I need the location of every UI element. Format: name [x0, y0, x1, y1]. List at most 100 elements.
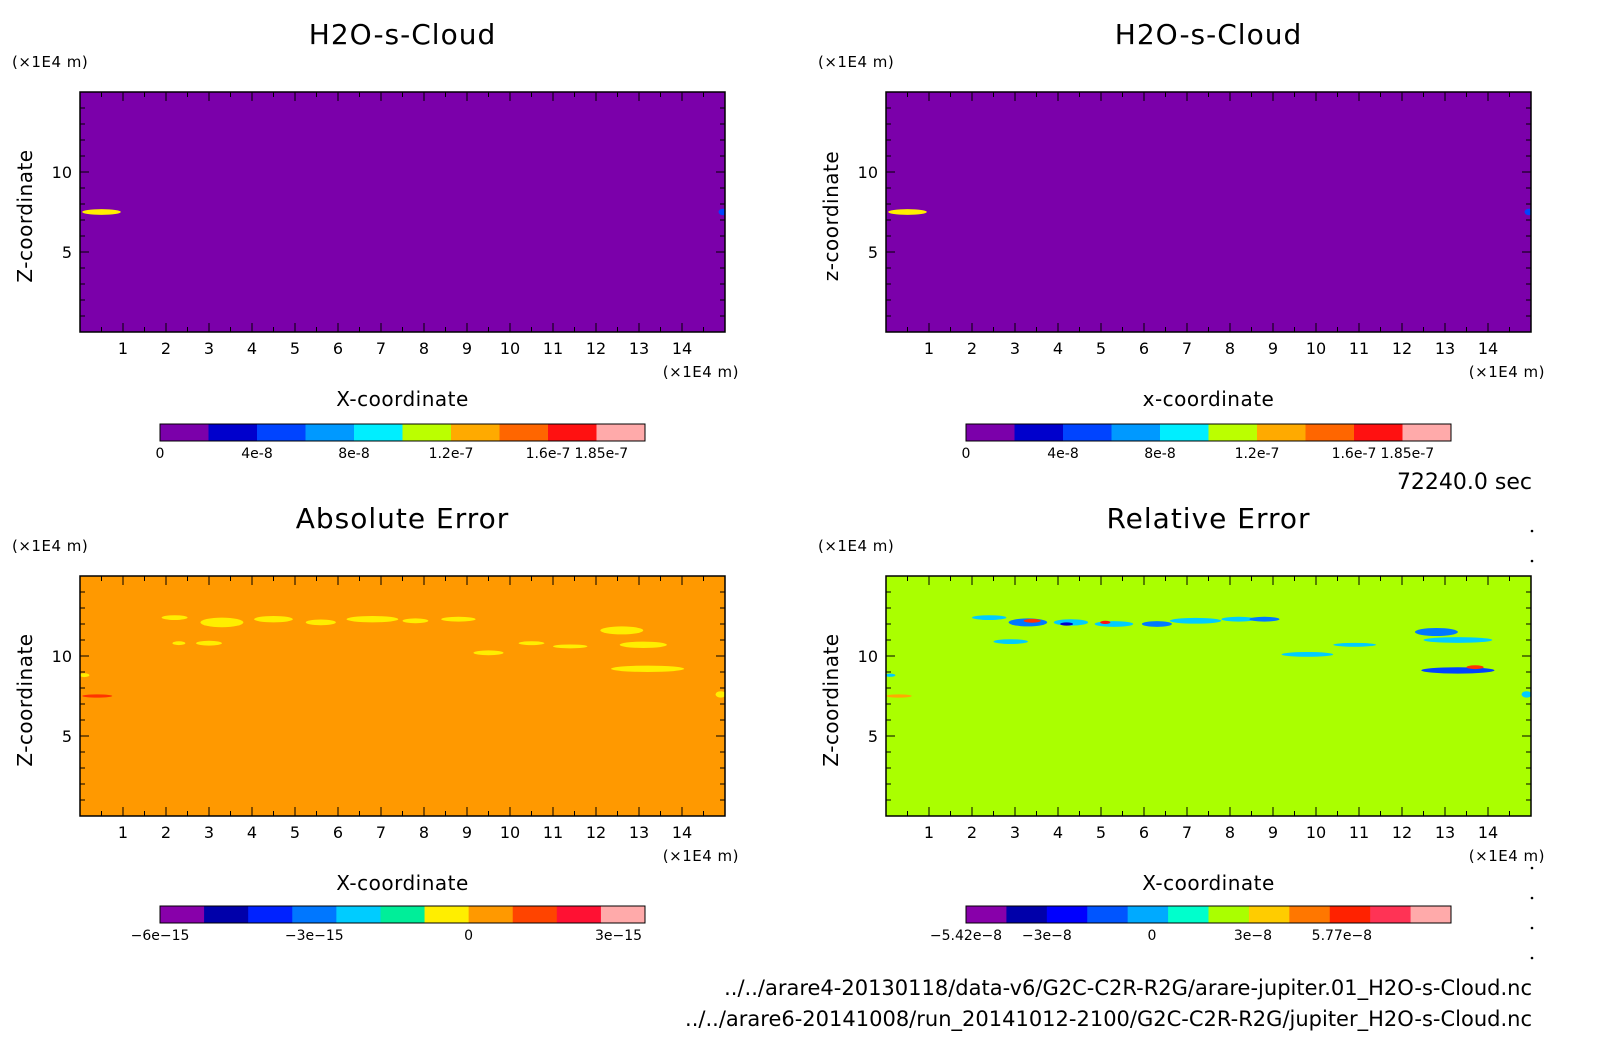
field-features — [888, 208, 1531, 216]
colorbar-segment — [248, 906, 293, 923]
x-tick-label: 3 — [204, 339, 214, 358]
field-feature-15 — [80, 673, 90, 678]
y-unit-label: (×1E4 m) — [12, 53, 88, 71]
field-feature-1 — [1524, 208, 1531, 216]
colorbar-label: −5.42e−8 — [930, 928, 1002, 944]
field-feature-8 — [1169, 617, 1222, 624]
chart-title: Relative Error — [1106, 502, 1310, 535]
colorbar-segment — [1329, 906, 1371, 923]
field-feature-17 — [715, 691, 725, 698]
timestamp-label: 72240.0 sec — [1397, 470, 1532, 495]
x-tick-label: 5 — [290, 339, 300, 358]
field-feature-1 — [200, 617, 244, 628]
panel-bottom-right: Relative Error(×1E4 m)1 2 3 4 5 6 7 8 9 10 11 12 13 1… — [818, 502, 1545, 944]
colorbar-label: 4e-8 — [1047, 446, 1078, 462]
x-tick-label: 2 — [967, 823, 977, 842]
colorbar-segment — [1305, 424, 1355, 441]
x-tick-label: 7 — [1182, 339, 1192, 358]
x-tick-label: 9 — [462, 339, 472, 358]
x-tick-label: 4 — [1053, 823, 1063, 842]
field-feature-1 — [718, 208, 725, 216]
x-unit-label: (×1E4 m) — [1469, 847, 1545, 865]
colorbar-segment — [1111, 424, 1161, 441]
field-feature-17 — [1466, 665, 1484, 670]
x-tick-label: 2 — [967, 339, 977, 358]
field-feature-6 — [1100, 620, 1111, 625]
colorbar-frame — [965, 423, 1452, 442]
x-tick-label: 8 — [1225, 339, 1235, 358]
field-feature-0 — [161, 615, 188, 620]
x-unit-label: (×1E4 m) — [1469, 363, 1545, 381]
field-feature-0 — [82, 209, 121, 215]
x-tick-label: 12 — [586, 823, 606, 842]
colorbar-label: 3e−8 — [1234, 928, 1272, 944]
chart-title: H2O-s-Cloud — [309, 18, 496, 51]
field-feature-5 — [402, 618, 429, 624]
colorbar-segment — [1127, 906, 1169, 923]
x-tick-label: 1 — [924, 823, 934, 842]
field-features — [82, 208, 725, 216]
colorbar-segment — [354, 424, 403, 441]
x-tick-label: 1 — [924, 339, 934, 358]
field-feature-11 — [993, 639, 1028, 644]
field-feature-7 — [1141, 621, 1172, 627]
x-tick-label: 10 — [500, 823, 520, 842]
x-axis-label: X-coordinate — [1142, 871, 1275, 895]
colorbar-segment — [292, 906, 337, 923]
colorbar-segment — [1410, 906, 1452, 923]
plot-area — [886, 576, 1531, 816]
x-tick-label: 10 — [1306, 339, 1326, 358]
colorbar-segment — [1046, 906, 1088, 923]
field-feature-20 — [1521, 691, 1531, 698]
colorbar-label: 1.2e-7 — [429, 446, 474, 462]
colorbar-segment — [1257, 424, 1306, 441]
y-tick-label: 10 — [858, 647, 878, 666]
colorbar-label: 0 — [156, 446, 165, 462]
field-feature-16 — [82, 694, 113, 698]
colorbar-segment — [1208, 424, 1258, 441]
field-feature-10 — [1249, 616, 1280, 622]
x-tick-label: 1 — [118, 823, 128, 842]
y-unit-label: (×1E4 m) — [818, 53, 894, 71]
x-tick-label: 10 — [1306, 823, 1326, 842]
x-tick-label: 12 — [1392, 823, 1412, 842]
colorbar-label: 8e-8 — [338, 446, 369, 462]
colorbar-segment — [160, 906, 205, 923]
x-tick-label: 4 — [247, 823, 257, 842]
colorbar-label: 1.85e-7 — [1380, 446, 1434, 462]
y-axis-label: Z-coordinate — [13, 149, 37, 282]
y-axis-label: z-coordinate — [819, 151, 843, 281]
colorbar-label: 5.77e−8 — [1312, 928, 1372, 944]
panel-top-right: H2O-s-Cloud(×1E4 m)1 2 3 4 5 6 7 8 9 10 11 12 13 1451… — [818, 18, 1545, 462]
y-unit-label: (×1E4 m) — [12, 537, 88, 555]
colorbar-segment — [204, 906, 249, 923]
plot-area — [886, 92, 1531, 332]
x-tick-label: 12 — [1392, 339, 1412, 358]
x-tick-label: 4 — [247, 339, 257, 358]
x-tick-label: 6 — [1139, 339, 1149, 358]
x-tick-label: 6 — [333, 339, 343, 358]
colorbar-segment — [548, 424, 597, 441]
colorbar-segment — [499, 424, 549, 441]
colorbar-segment — [402, 424, 452, 441]
colorbar-segment — [380, 906, 426, 923]
x-tick-label: 6 — [333, 823, 343, 842]
x-tick-label: 6 — [1139, 823, 1149, 842]
colorbar-frame — [159, 905, 646, 924]
x-unit-label: (×1E4 m) — [663, 847, 739, 865]
colorbar-segment — [1289, 906, 1331, 923]
x-tick-label: 4 — [1053, 339, 1063, 358]
plot-area — [80, 92, 725, 332]
colorbar-segment — [966, 906, 1007, 923]
colorbar-segment — [1006, 906, 1048, 923]
colorbar-segment — [1087, 906, 1129, 923]
colorbar-segment — [1063, 424, 1112, 441]
x-tick-label: 8 — [419, 339, 429, 358]
colorbar-segment — [512, 906, 558, 923]
colorbar-segment — [160, 424, 209, 441]
x-tick-label: 11 — [543, 823, 563, 842]
margin-dots — [1530, 529, 1534, 960]
y-axis-label: Z-coordinate — [819, 633, 843, 766]
field-feature-0 — [888, 209, 927, 215]
